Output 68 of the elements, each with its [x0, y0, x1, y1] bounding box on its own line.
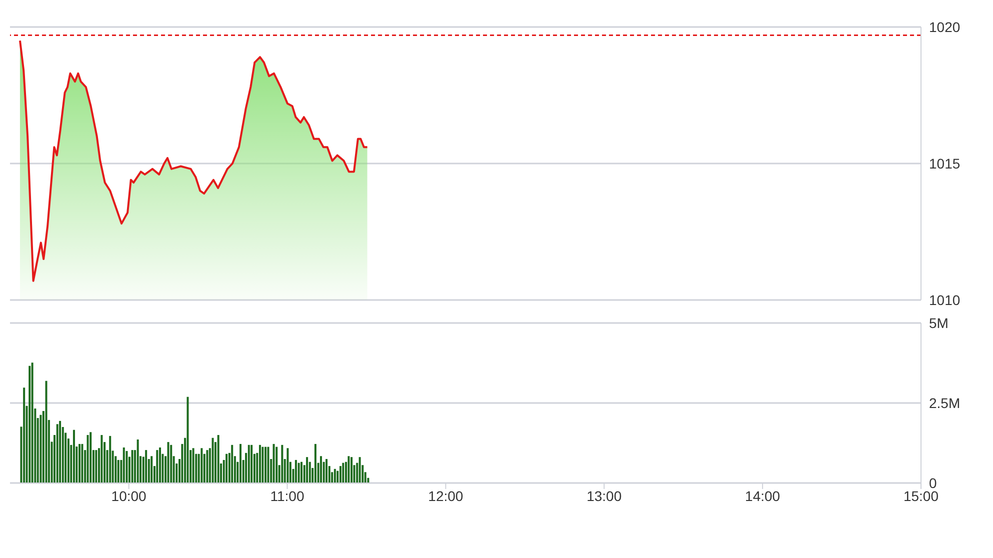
- bar: [239, 444, 242, 483]
- x-tick-label: 11:00: [270, 488, 304, 504]
- bar: [131, 450, 134, 483]
- bar: [117, 460, 120, 483]
- bar: [286, 448, 289, 483]
- bar: [212, 438, 214, 483]
- bar: [326, 459, 328, 483]
- bar: [150, 456, 153, 483]
- bar: [81, 444, 84, 483]
- bar: [159, 447, 162, 483]
- bar: [298, 462, 300, 483]
- y-tick-label: 1020: [929, 18, 960, 35]
- bar: [170, 444, 172, 483]
- bar: [59, 420, 62, 483]
- bar: [250, 444, 253, 483]
- bar: [145, 450, 148, 483]
- bar: [31, 362, 34, 483]
- bar: [23, 388, 26, 483]
- bar: [267, 446, 270, 483]
- x-tick-label: 14:00: [745, 488, 780, 504]
- bar: [45, 380, 48, 483]
- bar: [358, 457, 361, 483]
- bar: [56, 424, 58, 483]
- bar: [206, 450, 208, 483]
- x-tick-label: 10:00: [111, 488, 147, 504]
- bar: [126, 451, 128, 483]
- bar: [348, 456, 350, 483]
- bar: [192, 448, 194, 483]
- bar: [231, 444, 234, 483]
- bar: [314, 444, 316, 483]
- bar: [95, 450, 98, 483]
- bar: [122, 447, 125, 483]
- bar: [248, 444, 250, 483]
- bar: [136, 439, 139, 483]
- bar: [320, 456, 322, 483]
- bar: [294, 460, 297, 483]
- bar: [72, 430, 75, 483]
- bar: [258, 444, 261, 483]
- bar: [186, 396, 189, 483]
- bar: [281, 444, 284, 483]
- bar: [100, 435, 103, 483]
- y-tick-label: 5M: [929, 314, 948, 331]
- bar: [334, 468, 336, 483]
- bar: [109, 436, 112, 483]
- bar: [167, 442, 170, 483]
- x-tick-label: 13:00: [586, 488, 622, 504]
- bar: [276, 446, 278, 483]
- bar: [342, 462, 344, 483]
- bar: [200, 448, 203, 483]
- bar: [226, 454, 228, 483]
- bar: [86, 435, 89, 483]
- bar: [339, 466, 342, 483]
- y-tick-label: 2.5M: [929, 394, 960, 411]
- bar: [78, 444, 81, 483]
- y-tick-label: 1010: [929, 292, 960, 308]
- bar: [264, 446, 267, 483]
- bar: [300, 462, 302, 483]
- x-tick-label: 12:00: [428, 488, 464, 504]
- y-tick-label: 1015: [929, 155, 960, 172]
- bar: [262, 446, 264, 483]
- bar: [40, 414, 42, 483]
- bar: [90, 432, 92, 483]
- bar: [156, 450, 158, 483]
- bar: [350, 457, 353, 483]
- bar: [272, 444, 275, 483]
- bar: [306, 457, 308, 483]
- bar: [217, 435, 220, 483]
- bar: [28, 366, 31, 483]
